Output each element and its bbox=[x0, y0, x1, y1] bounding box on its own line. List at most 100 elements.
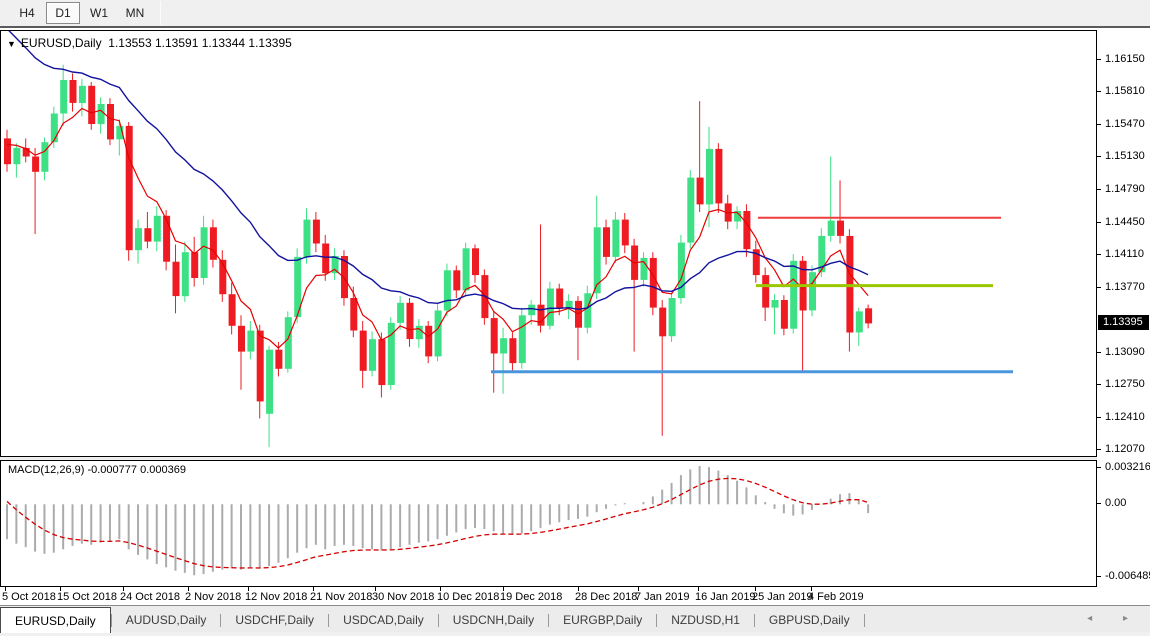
pane-splitter[interactable] bbox=[0, 457, 1097, 460]
price-tick bbox=[1097, 287, 1101, 288]
main-chart-pane[interactable] bbox=[0, 30, 1097, 457]
candles-layer bbox=[4, 64, 873, 448]
price-label: 1.16150 bbox=[1105, 53, 1145, 65]
date-tick bbox=[60, 587, 61, 591]
date-tick bbox=[248, 587, 249, 591]
date-label: 5 Oct 2018 bbox=[2, 591, 56, 603]
price-tick bbox=[1097, 91, 1101, 92]
bottom-strip bbox=[0, 632, 1150, 636]
price-label: 1.12070 bbox=[1105, 443, 1145, 455]
date-tick bbox=[188, 587, 189, 591]
chart-tab-bar: EURUSD,Daily AUDUSD,Daily USDCHF,Daily USDC… bbox=[0, 605, 1150, 633]
chart-tab-eurusd[interactable]: EURUSD,Daily bbox=[0, 607, 111, 633]
price-label: 1.15810 bbox=[1105, 85, 1145, 97]
price-tick bbox=[1097, 384, 1101, 385]
date-tick bbox=[811, 587, 812, 591]
macd-histogram bbox=[6, 466, 870, 576]
price-tick bbox=[1097, 352, 1101, 353]
price-axis[interactable]: 1.16150 1.15810 1.15470 1.15130 1.14790 1.144… bbox=[1097, 30, 1150, 587]
tab-scroll-arrows[interactable]: ◂ ▸ bbox=[1087, 613, 1142, 624]
date-label: 19 Dec 2018 bbox=[500, 591, 563, 603]
tab-divider bbox=[220, 614, 222, 627]
price-tick bbox=[1097, 59, 1101, 60]
timeframe-toolbar: H4 D1 W1 MN bbox=[0, 0, 1150, 28]
macd-signal-line bbox=[6, 477, 869, 569]
price-label: 1.14450 bbox=[1105, 216, 1145, 228]
price-label: 1.13770 bbox=[1105, 281, 1145, 293]
timeframe-button-mn[interactable]: MN bbox=[125, 6, 145, 20]
price-tick bbox=[1097, 254, 1101, 255]
chart-tab-gbpusd[interactable]: GBPUSD,Daily bbox=[768, 613, 850, 627]
chart-tab-eurgbp[interactable]: EURGBP,Daily bbox=[563, 613, 643, 627]
price-tick bbox=[1097, 156, 1101, 157]
date-label: 12 Nov 2018 bbox=[245, 591, 308, 603]
date-label: 10 Dec 2018 bbox=[437, 591, 500, 603]
date-tick bbox=[503, 587, 504, 591]
price-label: 1.15470 bbox=[1105, 118, 1145, 130]
date-tick bbox=[123, 587, 124, 591]
date-tick bbox=[698, 587, 699, 591]
price-label: 1.14790 bbox=[1105, 183, 1145, 195]
tab-divider bbox=[328, 614, 330, 627]
date-tick bbox=[375, 587, 376, 591]
macd-chart bbox=[6, 466, 870, 576]
chart-tab-usdchf[interactable]: USDCHF,Daily bbox=[235, 613, 315, 627]
date-tick bbox=[638, 587, 639, 591]
macd-value-label: -0.006485 bbox=[1105, 570, 1150, 582]
macd-value-tick bbox=[1097, 503, 1101, 504]
price-label: 1.14110 bbox=[1105, 248, 1144, 260]
tab-divider bbox=[110, 614, 112, 627]
tab-divider bbox=[437, 614, 439, 627]
date-label: 7 Jan 2019 bbox=[635, 591, 690, 603]
price-label: 1.12750 bbox=[1105, 378, 1145, 390]
chart-title: ▼ EURUSD,Daily 1.13553 1.13591 1.13344 1.… bbox=[7, 36, 292, 50]
date-axis[interactable]: 5 Oct 2018 15 Oct 2018 24 Oct 2018 2 Nov 20… bbox=[0, 587, 1150, 605]
price-tick bbox=[1097, 189, 1101, 190]
date-label: 16 Jan 2019 bbox=[695, 591, 756, 603]
macd-value-label: 0.003216 bbox=[1105, 461, 1150, 473]
moving-average-line bbox=[6, 107, 869, 349]
chart-tab-usdcnh[interactable]: USDCNH,Daily bbox=[452, 613, 535, 627]
timeframe-button-d1[interactable]: D1 bbox=[46, 2, 80, 24]
tab-divider bbox=[863, 614, 865, 627]
date-tick bbox=[440, 587, 441, 591]
date-label: 28 Dec 2018 bbox=[575, 591, 638, 603]
tab-divider bbox=[753, 614, 755, 627]
date-label: 30 Nov 2018 bbox=[372, 591, 435, 603]
macd-value-tick bbox=[1097, 467, 1101, 468]
tab-divider bbox=[548, 614, 550, 627]
tab-divider bbox=[656, 614, 658, 627]
date-label: 4 Feb 2019 bbox=[808, 591, 864, 603]
macd-value-label: 0.00 bbox=[1105, 497, 1127, 509]
candlestick-chart bbox=[4, 31, 1013, 448]
price-label: 1.12410 bbox=[1105, 411, 1145, 423]
macd-value-tick bbox=[1097, 576, 1101, 577]
chart-tab-nzdusd[interactable]: NZDUSD,H1 bbox=[671, 613, 740, 627]
toolbar-separator bbox=[160, 1, 161, 25]
timeframe-button-w1[interactable]: W1 bbox=[90, 6, 108, 20]
timeframe-buttons: H4 D1 W1 MN bbox=[10, 2, 154, 24]
chart-dropdown-icon[interactable]: ▼ bbox=[7, 39, 16, 49]
chart-tab-audusd[interactable]: AUDUSD,Daily bbox=[125, 613, 207, 627]
price-label: 1.13090 bbox=[1105, 346, 1145, 358]
current-price-badge: 1.13395 bbox=[1098, 315, 1149, 330]
price-label: 1.15130 bbox=[1105, 150, 1145, 162]
moving-average-line bbox=[8, 31, 869, 311]
date-tick bbox=[578, 587, 579, 591]
date-label: 25 Jan 2019 bbox=[752, 591, 813, 603]
price-tick bbox=[1097, 124, 1101, 125]
date-label: 21 Nov 2018 bbox=[310, 591, 373, 603]
chart-ohlc-values: 1.13553 1.13591 1.13344 1.13395 bbox=[108, 36, 292, 50]
chart-symbol-label: EURUSD,Daily bbox=[20, 36, 102, 50]
price-tick bbox=[1097, 417, 1101, 418]
date-tick bbox=[313, 587, 314, 591]
date-label: 24 Oct 2018 bbox=[120, 591, 180, 603]
date-label: 2 Nov 2018 bbox=[185, 591, 242, 603]
timeframe-button-h4[interactable]: H4 bbox=[19, 6, 35, 20]
chart-tab-usdcad[interactable]: USDCAD,Daily bbox=[343, 613, 424, 627]
date-tick bbox=[5, 587, 6, 591]
date-tick bbox=[755, 587, 756, 591]
price-tick bbox=[1097, 449, 1101, 450]
macd-indicator-label: MACD(12,26,9) -0.000777 0.000369 bbox=[8, 464, 186, 476]
macd-indicator-pane[interactable] bbox=[0, 460, 1097, 587]
